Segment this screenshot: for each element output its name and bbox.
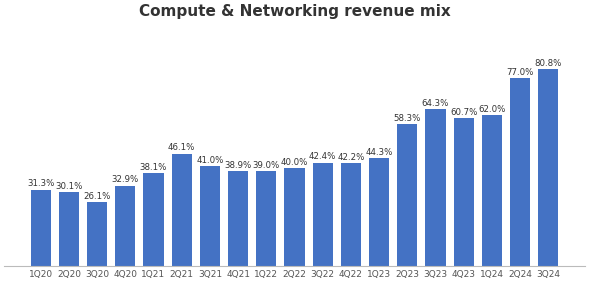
Bar bbox=[256, 171, 276, 266]
Text: 31.3%: 31.3% bbox=[27, 179, 54, 188]
Text: 38.9%: 38.9% bbox=[224, 161, 252, 170]
Bar bbox=[200, 166, 220, 266]
Text: 40.0%: 40.0% bbox=[281, 158, 308, 167]
Bar bbox=[31, 190, 51, 266]
Bar bbox=[115, 186, 135, 266]
Bar bbox=[482, 115, 502, 266]
Text: 30.1%: 30.1% bbox=[55, 182, 82, 191]
Text: 62.0%: 62.0% bbox=[478, 105, 505, 114]
Bar bbox=[454, 118, 474, 266]
Bar bbox=[369, 158, 389, 266]
Text: 42.2%: 42.2% bbox=[337, 153, 365, 162]
Text: 26.1%: 26.1% bbox=[84, 192, 111, 201]
Bar bbox=[425, 109, 446, 266]
Bar bbox=[171, 153, 192, 266]
Text: 58.3%: 58.3% bbox=[393, 114, 421, 123]
Bar bbox=[538, 69, 558, 266]
Text: 38.1%: 38.1% bbox=[140, 163, 167, 172]
Bar bbox=[143, 173, 164, 266]
Bar bbox=[87, 202, 107, 266]
Text: 39.0%: 39.0% bbox=[253, 160, 280, 170]
Text: 60.7%: 60.7% bbox=[450, 108, 477, 117]
Bar bbox=[284, 168, 305, 266]
Bar bbox=[228, 171, 248, 266]
Title: Compute & Networking revenue mix: Compute & Networking revenue mix bbox=[138, 4, 451, 19]
Text: 32.9%: 32.9% bbox=[112, 175, 139, 185]
Text: 44.3%: 44.3% bbox=[365, 148, 393, 157]
Text: 77.0%: 77.0% bbox=[507, 68, 534, 77]
Text: 64.3%: 64.3% bbox=[422, 99, 449, 108]
Bar bbox=[313, 162, 333, 266]
Text: 46.1%: 46.1% bbox=[168, 143, 196, 152]
Text: 41.0%: 41.0% bbox=[196, 156, 224, 165]
Bar bbox=[59, 192, 79, 266]
Bar bbox=[397, 124, 418, 266]
Bar bbox=[341, 163, 361, 266]
Bar bbox=[510, 78, 530, 266]
Text: 42.4%: 42.4% bbox=[309, 152, 336, 161]
Text: 80.8%: 80.8% bbox=[535, 59, 562, 68]
